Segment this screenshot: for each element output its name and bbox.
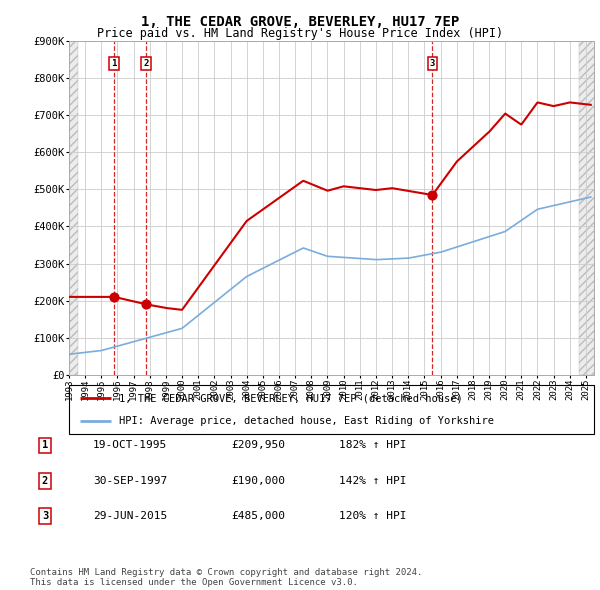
Text: 30-SEP-1997: 30-SEP-1997 xyxy=(93,476,167,486)
Text: 3: 3 xyxy=(42,512,48,521)
Text: 3: 3 xyxy=(430,59,435,68)
Text: 1, THE CEDAR GROVE, BEVERLEY, HU17 7EP: 1, THE CEDAR GROVE, BEVERLEY, HU17 7EP xyxy=(141,15,459,29)
Bar xyxy=(578,41,595,375)
Text: Contains HM Land Registry data © Crown copyright and database right 2024.
This d: Contains HM Land Registry data © Crown c… xyxy=(30,568,422,587)
Text: £190,000: £190,000 xyxy=(231,476,285,486)
Text: 2: 2 xyxy=(42,476,48,486)
Text: 1, THE CEDAR GROVE, BEVERLEY, HU17 7EP (detached house): 1, THE CEDAR GROVE, BEVERLEY, HU17 7EP (… xyxy=(119,394,463,404)
Text: HPI: Average price, detached house, East Riding of Yorkshire: HPI: Average price, detached house, East… xyxy=(119,415,494,425)
Bar xyxy=(69,41,78,375)
Text: 29-JUN-2015: 29-JUN-2015 xyxy=(93,512,167,521)
Text: £485,000: £485,000 xyxy=(231,512,285,521)
Point xyxy=(141,300,151,309)
Text: 19-OCT-1995: 19-OCT-1995 xyxy=(93,441,167,450)
Text: Price paid vs. HM Land Registry's House Price Index (HPI): Price paid vs. HM Land Registry's House … xyxy=(97,27,503,40)
Text: £209,950: £209,950 xyxy=(231,441,285,450)
Text: 182% ↑ HPI: 182% ↑ HPI xyxy=(339,441,407,450)
Text: 1: 1 xyxy=(112,59,117,68)
Text: 1: 1 xyxy=(42,441,48,450)
Point xyxy=(109,292,119,301)
Text: 2: 2 xyxy=(143,59,148,68)
Text: 120% ↑ HPI: 120% ↑ HPI xyxy=(339,512,407,521)
Point xyxy=(428,191,437,200)
Text: 142% ↑ HPI: 142% ↑ HPI xyxy=(339,476,407,486)
